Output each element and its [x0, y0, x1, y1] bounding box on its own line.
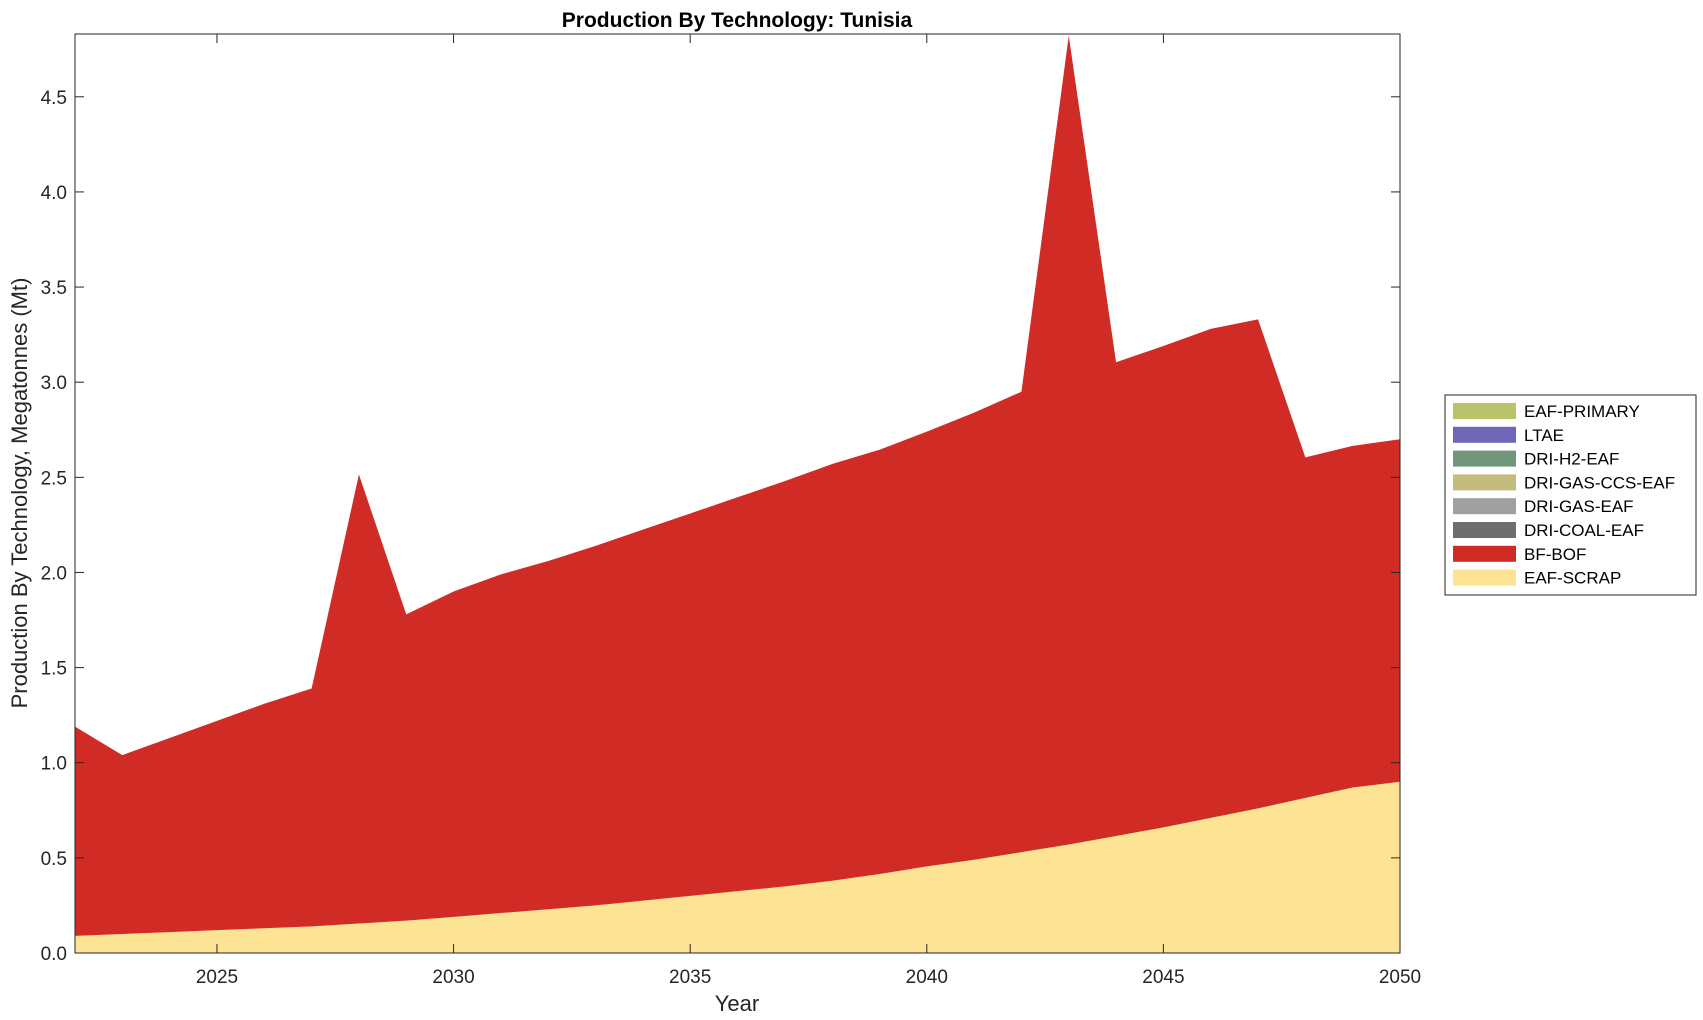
legend-swatch-eaf-primary [1453, 403, 1516, 419]
legend-label-dri-h2-eaf: DRI-H2-EAF [1524, 450, 1619, 469]
legend-label-dri-gas-eaf: DRI-GAS-EAF [1524, 497, 1634, 516]
legend-label-dri-gas-ccs-eaf: DRI-GAS-CCS-EAF [1524, 473, 1675, 492]
x-tick-label: 2050 [1379, 967, 1421, 988]
y-tick-label: 4.0 [41, 183, 67, 204]
y-tick-label: 3.5 [41, 278, 67, 299]
area-bf-bof [75, 35, 1400, 936]
chart-title: Production By Technology: Tunisia [562, 9, 913, 32]
y-tick-label: 2.5 [41, 468, 67, 489]
area-series-group [75, 35, 1400, 953]
legend-label-ltae: LTAE [1524, 426, 1564, 445]
y-tick-label: 2.0 [41, 563, 67, 584]
x-tick-label: 2040 [906, 967, 948, 988]
y-tick-label: 0.0 [41, 944, 67, 965]
y-tick-label: 1.0 [41, 754, 67, 775]
x-tick-label: 2025 [196, 967, 238, 988]
area-eaf-scrap [75, 781, 1400, 953]
legend-label-dri-coal-eaf: DRI-COAL-EAF [1524, 521, 1644, 540]
legend-swatch-dri-coal-eaf [1453, 522, 1516, 538]
legend-label-eaf-primary: EAF-PRIMARY [1524, 402, 1640, 421]
y-tick-label: 3.0 [41, 373, 67, 394]
y-tick-label: 4.5 [41, 88, 67, 109]
x-tick-label: 2030 [432, 967, 474, 988]
legend-swatch-dri-h2-eaf [1453, 450, 1516, 467]
legend-label-eaf-scrap: EAF-SCRAP [1524, 569, 1621, 588]
x-axis-ticks: 2025 2030 2035 2040 2045 2050 [196, 34, 1421, 988]
y-tick-label: 1.5 [41, 659, 67, 680]
legend: EAF-PRIMARY LTAE DRI-H2-EAF DRI-GAS-CCS-EAF… [1444, 394, 1697, 596]
legend-swatch-bf-bof [1453, 545, 1516, 562]
x-axis-label: Year [715, 991, 759, 1016]
legend-swatch-ltae [1453, 426, 1516, 443]
legend-swatch-dri-gas-eaf [1453, 498, 1516, 515]
legend-swatch-eaf-scrap [1453, 569, 1516, 586]
y-tick-label: 0.5 [41, 849, 67, 870]
y-axis-label: Production By Technology, Megatonnes (Mt… [7, 278, 32, 709]
legend-label-bf-bof: BF-BOF [1524, 545, 1586, 564]
x-tick-label: 2045 [1142, 967, 1184, 988]
plot-box [74, 33, 1401, 954]
y-axis-ticks: 0.0 0.5 1.0 1.5 2.0 2.5 3.0 3.5 4.0 4.5 [41, 88, 1400, 965]
legend-box [1444, 394, 1697, 596]
legend-swatch-dri-gas-ccs-eaf [1453, 474, 1516, 491]
x-tick-label: 2035 [669, 967, 711, 988]
